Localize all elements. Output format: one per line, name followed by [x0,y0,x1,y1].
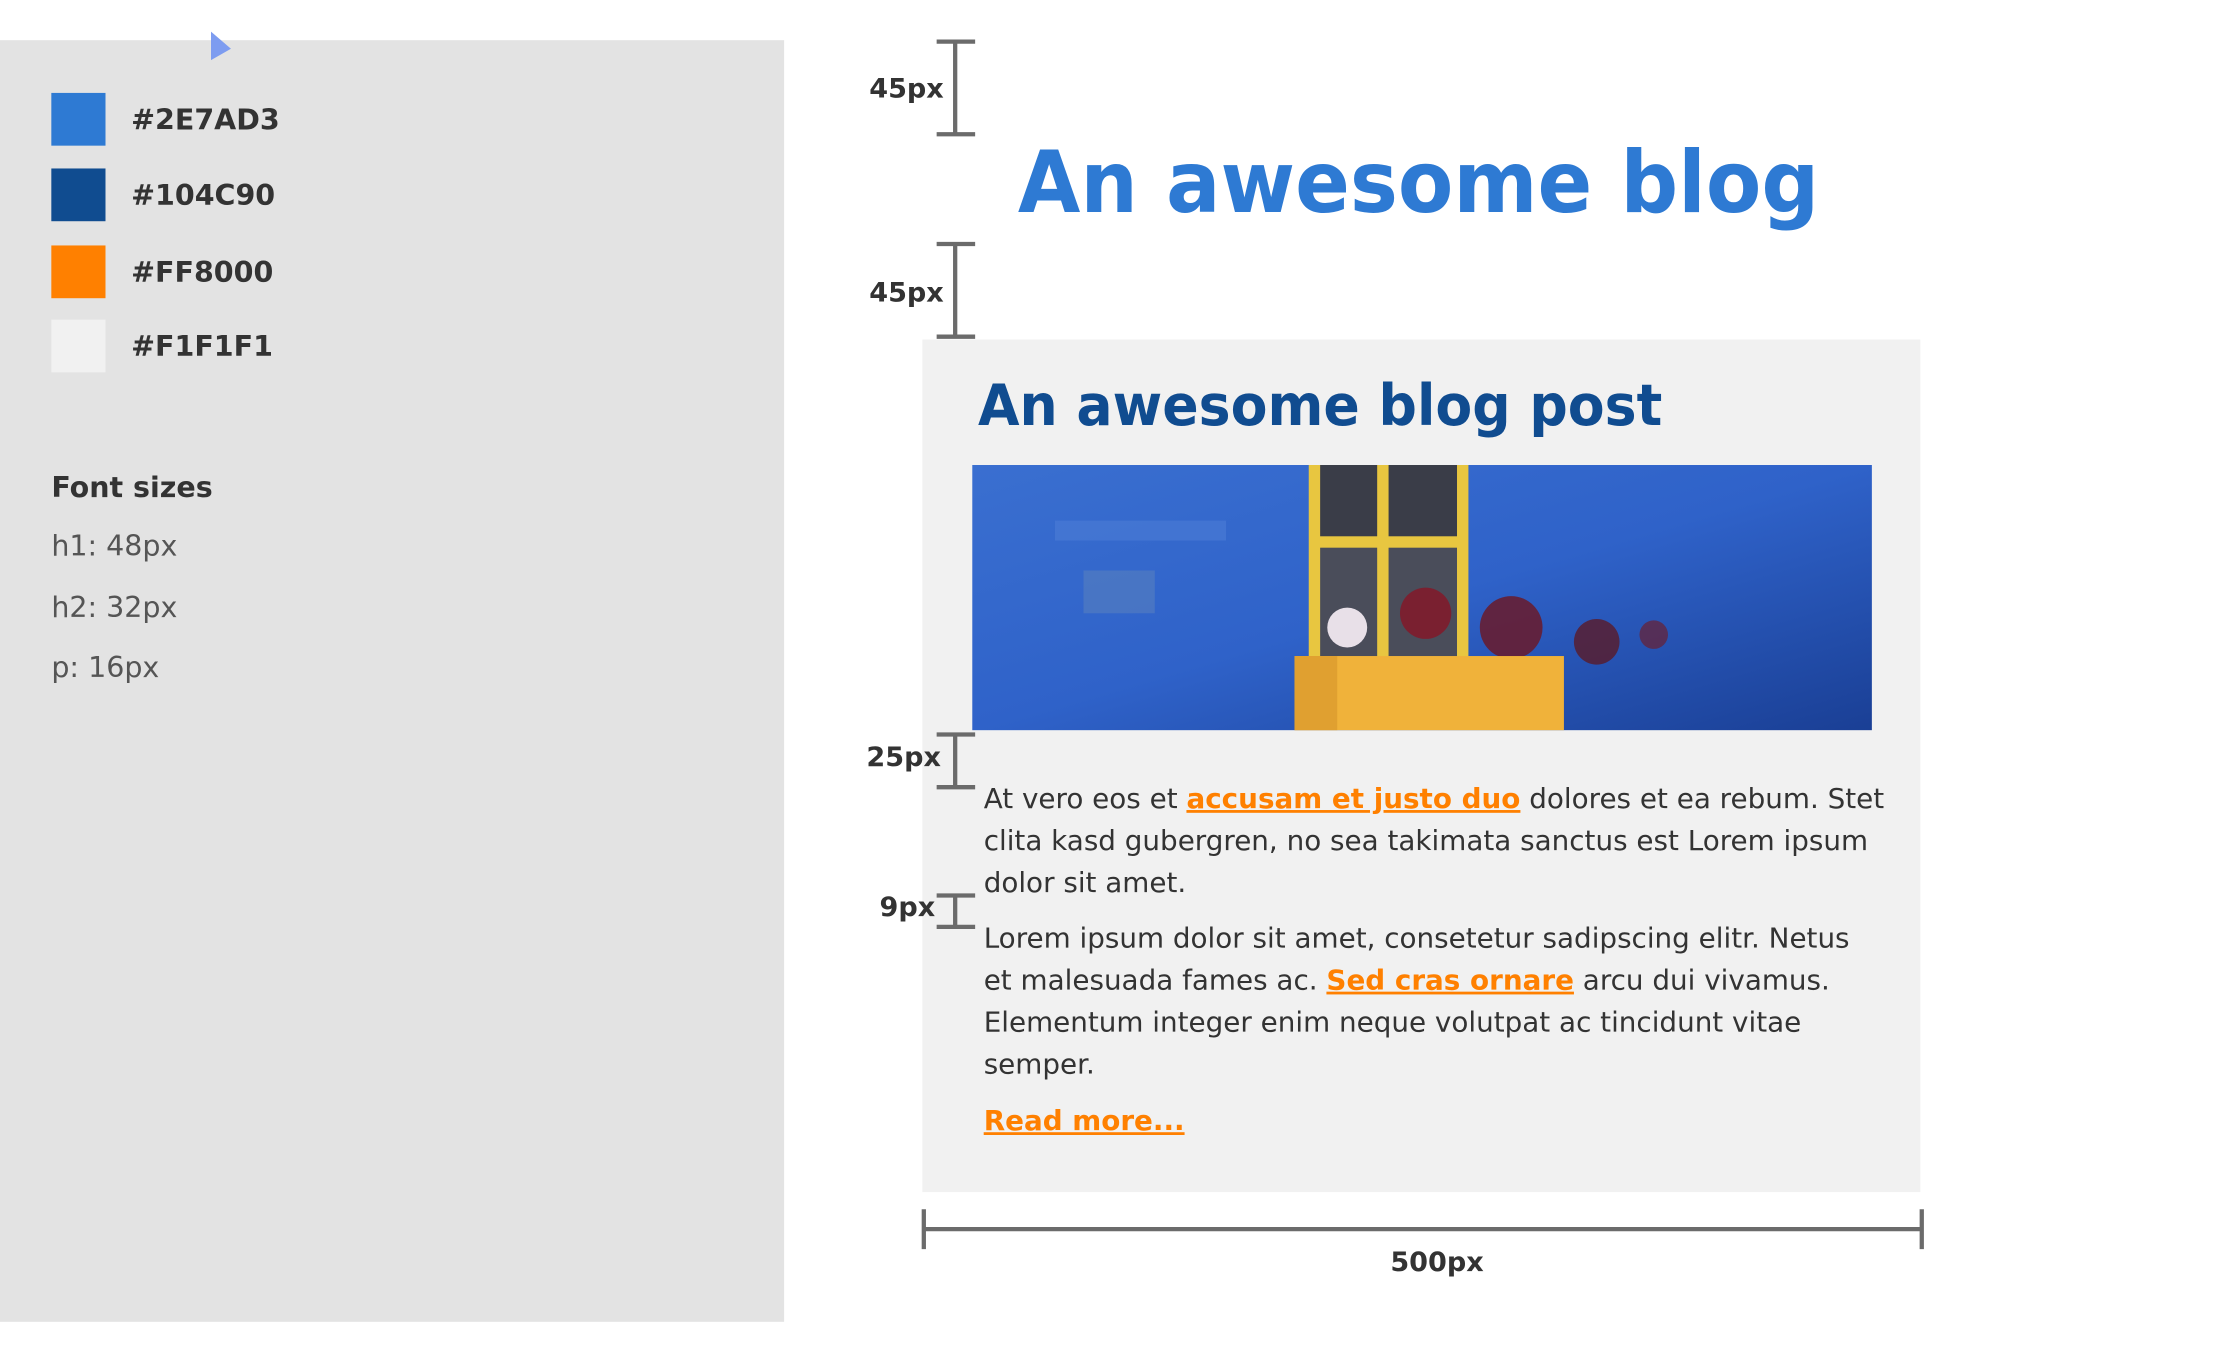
text-run: At vero eos et [984,782,1187,815]
color-label: #FF8000 [131,256,273,289]
color-swatch [51,168,106,222]
paragraph-line: Lorem ipsum dolor sit amet, consetetur s… [984,922,1850,955]
bracket-title [936,241,976,339]
post-title: An awesome blog post [978,373,1662,439]
paragraph-line: At vero eos et accusam et justo duo dolo… [984,782,1885,815]
text-run: dolores et ea rebum. Stet [1520,782,1884,815]
text-run: Elementum integer enim neque volutpat ac… [984,1006,1802,1039]
spacing-label: 25px [866,742,941,773]
color-swatch [51,319,106,373]
spacing-label: 9px [880,892,936,923]
text-run: et malesuada fames ac. [984,964,1327,997]
cursor [210,31,231,61]
bracket-paragraph [936,893,976,930]
bracket-image [936,732,976,790]
paragraph-line: semper. [984,1047,1095,1080]
text-run: dolor sit amet. [984,866,1187,899]
spacing-label: 45px [869,74,944,105]
font-sizes-heading: Font sizes [51,471,212,504]
paragraph-line: clita kasd gubergren, no sea takimata sa… [984,824,1868,857]
blog-title: An awesome blog [1018,134,1819,233]
read-more-link[interactable]: Read more... [984,1104,1185,1137]
paragraph-line: Elementum integer enim neque volutpat ac… [984,1006,1802,1039]
spacing-label: 45px [869,277,944,308]
font-size-item: h1: 48px [51,530,177,563]
bracket-top [936,39,976,137]
inline-link[interactable]: Sed cras ornare [1326,964,1574,997]
post-image [972,465,1872,731]
bracket-width [921,1209,1924,1250]
paragraph-line: dolor sit amet. [984,866,1187,899]
color-label: #F1F1F1 [131,330,273,363]
color-swatch [51,245,106,299]
font-size-item: p: 16px [51,651,159,684]
text-run: semper. [984,1047,1095,1080]
style-panel [0,40,785,1322]
text-run: arcu dui vivamus. [1574,964,1830,997]
color-label: #104C90 [131,179,275,212]
paragraph-line: et malesuada fames ac. Sed cras ornare a… [984,964,1830,997]
font-size-item: h2: 32px [51,591,177,624]
color-swatch [51,92,106,146]
text-run: Lorem ipsum dolor sit amet, consetetur s… [984,922,1850,955]
inline-link[interactable]: accusam et justo duo [1186,782,1520,815]
text-run: clita kasd gubergren, no sea takimata sa… [984,824,1868,857]
width-label: 500px [1390,1247,1484,1278]
color-label: #2E7AD3 [131,103,280,136]
